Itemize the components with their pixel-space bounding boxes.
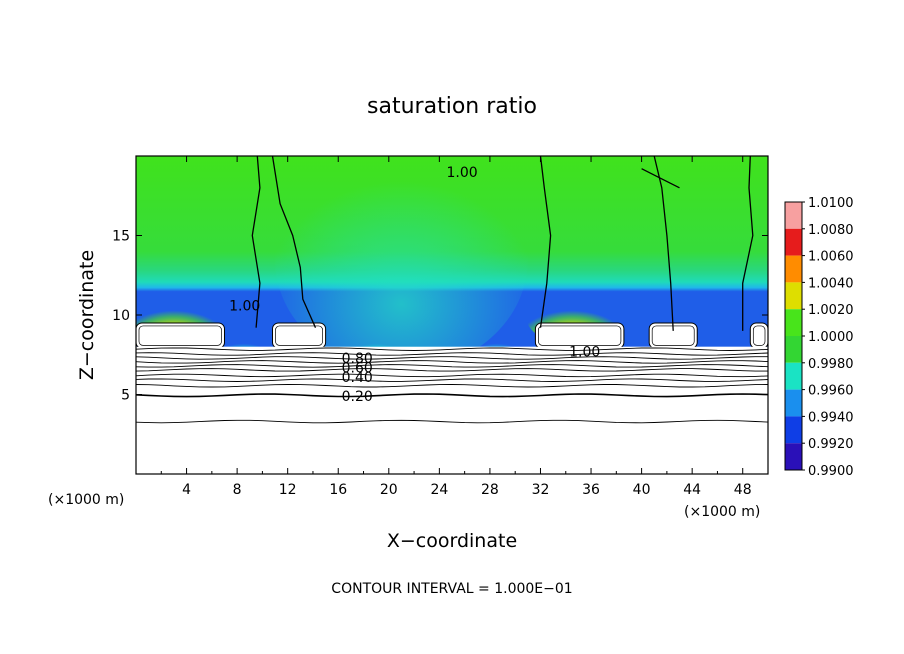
colorbar-label: 1.0040 xyxy=(808,276,854,291)
contour-line xyxy=(136,347,768,351)
x-tick-label: 24 xyxy=(430,482,448,498)
x-tick-label: 8 xyxy=(233,482,242,498)
plot-area xyxy=(136,156,768,474)
contour-line-1.00 xyxy=(271,156,317,328)
contour-line-1.00 xyxy=(742,156,754,331)
colorbar-label: 0.9960 xyxy=(808,384,854,399)
contour-line xyxy=(136,352,768,356)
cloud-outline-inner xyxy=(752,325,766,346)
contour-line xyxy=(136,419,768,424)
contour-label: 0.60 xyxy=(342,360,373,376)
cloud-regions xyxy=(136,322,768,349)
contour-label: 1.00 xyxy=(569,345,600,361)
x-unit-label-left: (×1000 m) xyxy=(48,492,124,508)
colorbar-label: 1.0020 xyxy=(808,303,854,318)
y-axis-label: Z−coordinate xyxy=(76,250,98,380)
cloud-outline-inner xyxy=(538,325,622,346)
contour-line xyxy=(136,364,768,368)
x-unit-label-right: (×1000 m) xyxy=(684,504,760,520)
contour-label: 1.00 xyxy=(447,165,478,181)
colorbar-label: 1.0080 xyxy=(808,223,854,238)
colorbar-label: 0.9920 xyxy=(808,437,854,452)
colorbar-swatch xyxy=(785,282,802,310)
contour-line xyxy=(136,393,768,398)
chart-title: saturation ratio xyxy=(367,94,537,119)
field-lower-white xyxy=(136,346,768,474)
contour-line-1.00 xyxy=(641,168,680,189)
x-axis: 4 8 12 16 20 24 28 32 36 40 44 48 xyxy=(160,156,752,498)
colorbar-label: 1.0100 xyxy=(808,196,854,211)
x-tick-label: 32 xyxy=(532,482,550,498)
y-tick-label: 15 xyxy=(112,229,130,245)
contour-label: 0.40 xyxy=(342,370,373,386)
x-tick-label: 4 xyxy=(182,482,191,498)
contour-line xyxy=(136,356,768,360)
x-tick-label: 36 xyxy=(582,482,600,498)
colorbar-label: 0.9900 xyxy=(808,464,854,479)
contour-label: 0.20 xyxy=(342,389,373,405)
x-tick-label: 20 xyxy=(380,482,398,498)
contour-line xyxy=(136,378,768,382)
colorbar-label: 0.9980 xyxy=(808,357,854,372)
colorbar-swatch xyxy=(785,443,802,470)
y-tick-label: 5 xyxy=(121,388,130,404)
cloud-outline-inner xyxy=(275,325,323,346)
colorbar-swatch xyxy=(785,389,802,417)
contour-line xyxy=(136,368,768,372)
x-tick-label: 48 xyxy=(734,482,752,498)
colorbar-swatch xyxy=(785,416,802,444)
contour-labels: 1.00 1.00 1.00 0.800.600.40 0.20 xyxy=(229,165,600,405)
x-tick-label: 44 xyxy=(683,482,701,498)
y-tick-label: 10 xyxy=(112,308,130,324)
contour-line-1.00 xyxy=(251,156,261,328)
contour-line xyxy=(136,360,768,364)
x-axis-label: X−coordinate xyxy=(387,530,517,552)
colorbar-label: 0.9940 xyxy=(808,410,854,425)
colorbar-swatch xyxy=(785,336,802,363)
contour-line xyxy=(136,373,768,378)
colorbar-swatch xyxy=(785,228,802,256)
y-axis: 5 10 15 xyxy=(112,229,768,404)
colorbar-label: 1.0000 xyxy=(808,330,854,345)
cyan-region xyxy=(275,156,528,371)
x-tick-label: 40 xyxy=(633,482,651,498)
contour-line xyxy=(136,384,768,388)
colorbar-swatch xyxy=(785,309,802,336)
contour-interval-footer: CONTOUR INTERVAL = 1.000E−01 xyxy=(331,581,572,597)
contour-line-1.00 xyxy=(539,156,552,328)
cloud-outline-inner xyxy=(138,325,222,346)
contour-label: 0.80 xyxy=(342,351,373,367)
colorbar-label: 1.0060 xyxy=(808,250,854,265)
colorbar-swatch xyxy=(785,362,802,390)
colorbar: 0.9900 0.9920 0.9940 0.9960 0.9980 1.0000 1.00… xyxy=(784,196,854,479)
x-tick-label: 12 xyxy=(279,482,297,498)
contour-label: 1.00 xyxy=(229,298,260,314)
contour-lines xyxy=(136,156,768,424)
colorbar-swatch xyxy=(785,255,802,283)
cloud-region xyxy=(136,322,225,349)
x-tick-label: 28 xyxy=(481,482,499,498)
x-tick-label: 16 xyxy=(329,482,347,498)
colorbar-swatch xyxy=(785,202,802,229)
cloud-region xyxy=(272,322,327,349)
